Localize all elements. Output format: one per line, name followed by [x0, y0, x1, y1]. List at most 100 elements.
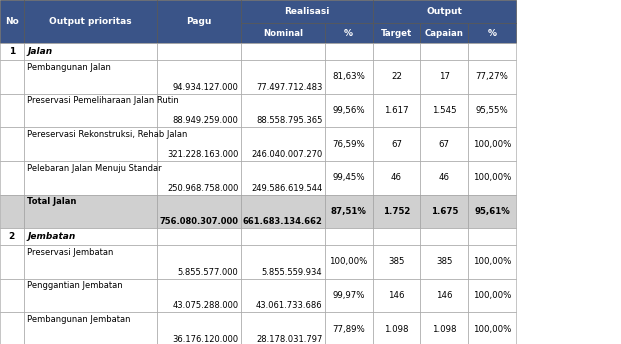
Bar: [325, 195, 373, 228]
Text: 661.683.134.662: 661.683.134.662: [242, 217, 322, 226]
Text: 77,27%: 77,27%: [476, 72, 509, 81]
Text: 321.228.163.000: 321.228.163.000: [167, 150, 238, 159]
Text: 250.968.758.000: 250.968.758.000: [167, 184, 238, 193]
Text: 385: 385: [388, 257, 405, 266]
Bar: [420, 279, 468, 312]
Bar: [325, 312, 373, 344]
Bar: [0, 127, 24, 161]
Bar: [373, 279, 420, 312]
Bar: [24, 127, 157, 161]
Text: 77,89%: 77,89%: [332, 325, 365, 334]
Text: 5.855.577.000: 5.855.577.000: [178, 268, 238, 277]
Bar: [373, 127, 420, 161]
Bar: [241, 23, 325, 43]
Text: 99,45%: 99,45%: [332, 173, 365, 182]
Bar: [0, 245, 24, 279]
Bar: [325, 161, 373, 195]
Bar: [373, 60, 420, 94]
Bar: [325, 228, 373, 245]
Bar: [24, 161, 157, 195]
Bar: [420, 312, 468, 344]
Text: 99,56%: 99,56%: [332, 106, 365, 115]
Text: Total Jalan: Total Jalan: [27, 197, 76, 206]
Text: 100,00%: 100,00%: [473, 257, 511, 266]
Bar: [325, 60, 373, 94]
Text: 146: 146: [436, 291, 453, 300]
Bar: [420, 161, 468, 195]
Text: Pembangunan Jembatan: Pembangunan Jembatan: [27, 315, 130, 324]
Bar: [241, 312, 325, 344]
Text: 5.855.559.934: 5.855.559.934: [261, 268, 322, 277]
Bar: [325, 23, 373, 43]
Bar: [468, 43, 516, 60]
Bar: [325, 94, 373, 127]
Text: 67: 67: [439, 140, 450, 149]
Text: 67: 67: [391, 140, 402, 149]
Text: Nominal: Nominal: [263, 29, 303, 38]
Bar: [157, 43, 241, 60]
Bar: [468, 94, 516, 127]
Bar: [24, 60, 157, 94]
Text: Target: Target: [381, 29, 412, 38]
Bar: [420, 43, 468, 60]
Bar: [468, 312, 516, 344]
Text: 1.752: 1.752: [383, 207, 410, 216]
Text: 81,63%: 81,63%: [332, 72, 365, 81]
Bar: [0, 60, 24, 94]
Text: 88.558.795.365: 88.558.795.365: [256, 116, 322, 125]
Bar: [373, 94, 420, 127]
Bar: [468, 279, 516, 312]
Bar: [0, 161, 24, 195]
Text: Preservasi Jembatan: Preservasi Jembatan: [27, 248, 113, 257]
Text: Jembatan: Jembatan: [27, 232, 76, 241]
Bar: [24, 195, 157, 228]
Bar: [468, 245, 516, 279]
Text: 43.075.288.000: 43.075.288.000: [173, 301, 238, 310]
Bar: [0, 43, 24, 60]
Text: 1.675: 1.675: [430, 207, 458, 216]
Text: 88.949.259.000: 88.949.259.000: [173, 116, 238, 125]
Bar: [157, 228, 241, 245]
Bar: [24, 0, 157, 43]
Bar: [157, 245, 241, 279]
Text: Pagu: Pagu: [186, 17, 212, 26]
Bar: [24, 279, 157, 312]
Bar: [24, 94, 157, 127]
Bar: [420, 94, 468, 127]
Bar: [420, 127, 468, 161]
Text: Jalan: Jalan: [27, 47, 52, 56]
Text: 1.098: 1.098: [432, 325, 456, 334]
Text: Preservasi Pemeliharaan Jalan Rutin: Preservasi Pemeliharaan Jalan Rutin: [27, 96, 178, 105]
Bar: [0, 94, 24, 127]
Text: 1: 1: [9, 47, 15, 56]
Bar: [157, 0, 241, 43]
Bar: [325, 279, 373, 312]
Bar: [157, 279, 241, 312]
Bar: [0, 279, 24, 312]
Bar: [241, 228, 325, 245]
Bar: [241, 245, 325, 279]
Bar: [420, 228, 468, 245]
Bar: [373, 43, 420, 60]
Text: Pelebaran Jalan Menuju Standar: Pelebaran Jalan Menuju Standar: [27, 164, 161, 173]
Text: Output: Output: [427, 7, 462, 16]
Bar: [157, 94, 241, 127]
Bar: [241, 0, 373, 23]
Text: 87,51%: 87,51%: [331, 207, 366, 216]
Text: 28.178.031.797: 28.178.031.797: [256, 335, 322, 344]
Bar: [373, 195, 420, 228]
Bar: [420, 245, 468, 279]
Bar: [241, 94, 325, 127]
Bar: [241, 161, 325, 195]
Bar: [420, 60, 468, 94]
Bar: [24, 312, 157, 344]
Bar: [420, 195, 468, 228]
Bar: [325, 245, 373, 279]
Bar: [24, 245, 157, 279]
Bar: [468, 60, 516, 94]
Bar: [241, 279, 325, 312]
Text: 100,00%: 100,00%: [473, 173, 511, 182]
Bar: [468, 228, 516, 245]
Text: 1.617: 1.617: [384, 106, 409, 115]
Bar: [325, 127, 373, 161]
